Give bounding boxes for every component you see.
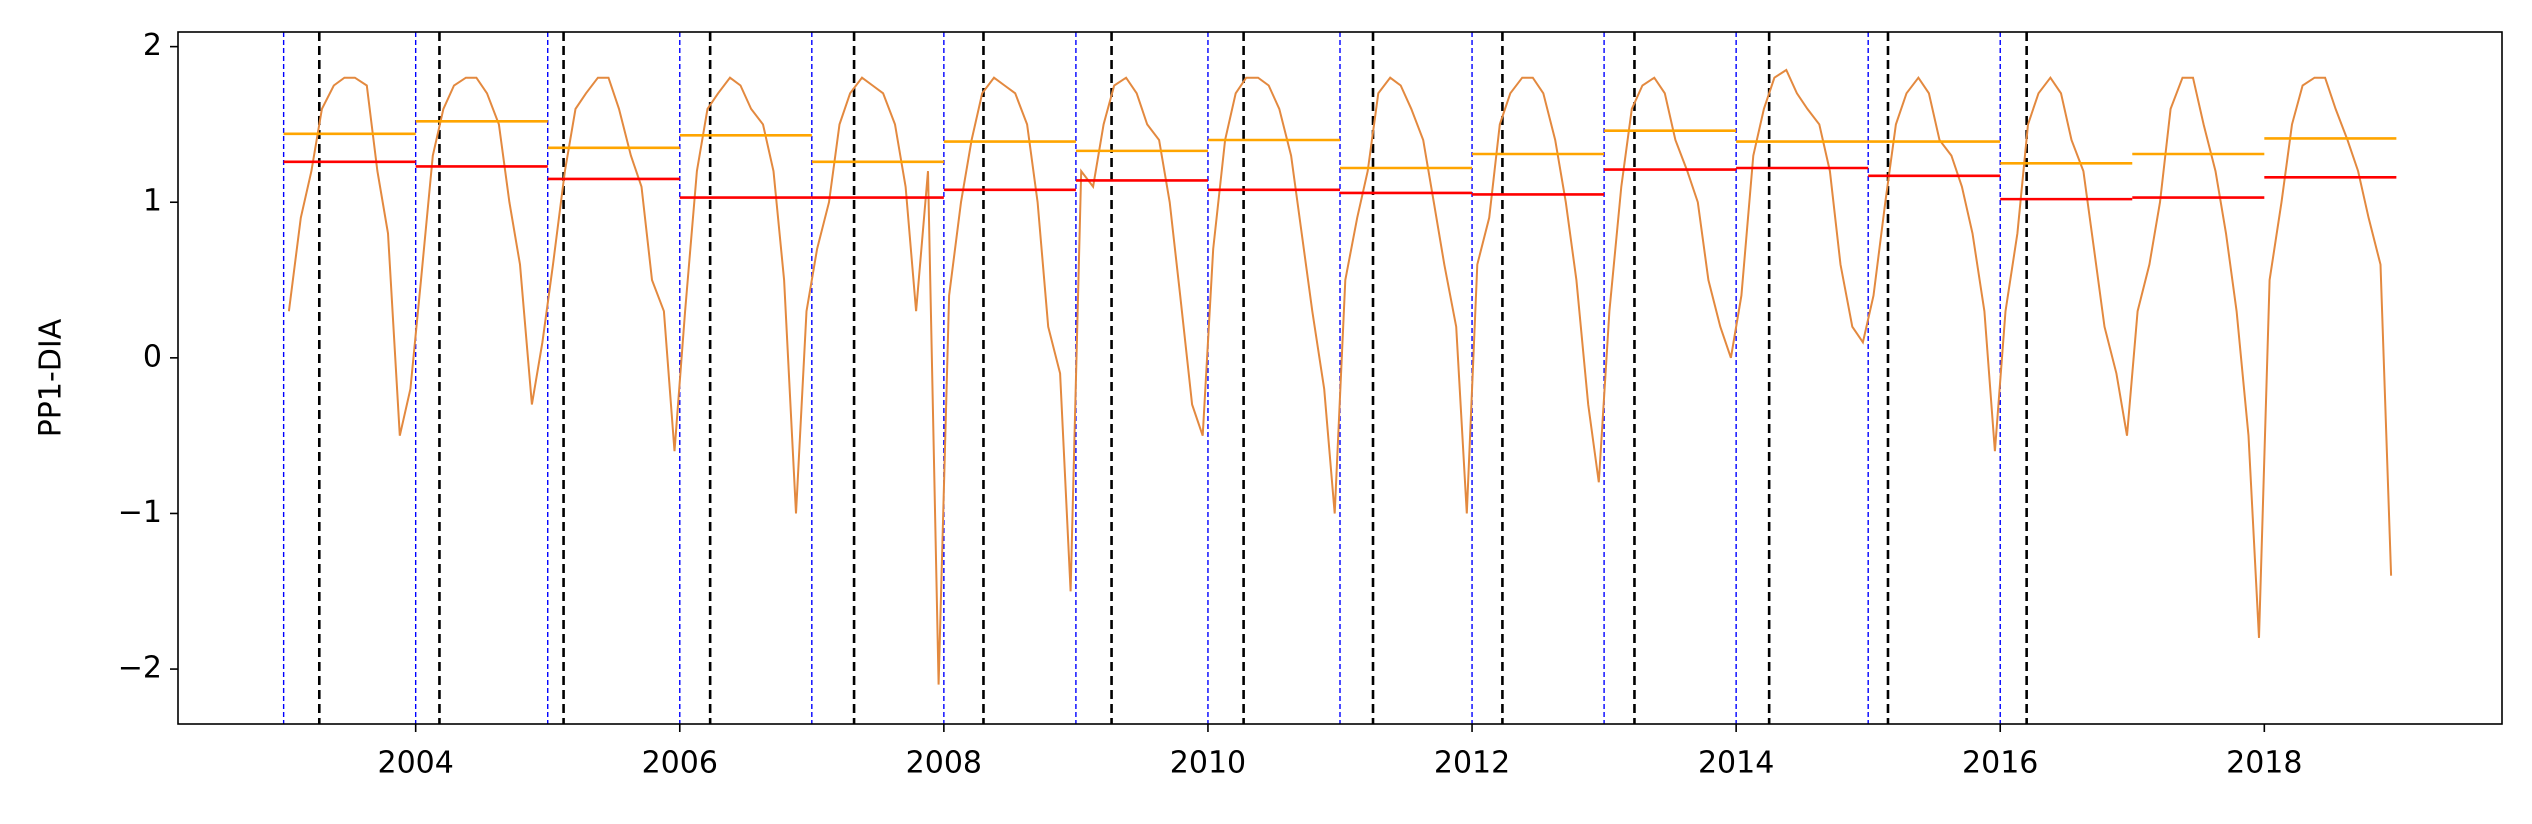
x-tick-label: 2012	[1434, 746, 1510, 781]
x-tick-label: 2008	[906, 746, 982, 781]
data-line	[287, 68, 2393, 685]
y-tick-label: 2	[143, 28, 162, 63]
x-tick-label: 2006	[642, 746, 718, 781]
y-tick-label: −2	[118, 651, 162, 686]
x-tick-label: 2018	[2226, 746, 2302, 781]
x-tick-label: 2004	[378, 746, 454, 781]
y-tick-label: −1	[118, 495, 162, 530]
y-tick-label: 0	[143, 339, 162, 374]
plot-frame	[177, 31, 2503, 725]
x-tick-label: 2016	[1962, 746, 2038, 781]
y-tick-label: 1	[143, 184, 162, 219]
x-tick-label: 2010	[1170, 746, 1246, 781]
y-axis-label: PP1-DIA	[34, 318, 69, 437]
x-tick-label: 2014	[1698, 746, 1774, 781]
